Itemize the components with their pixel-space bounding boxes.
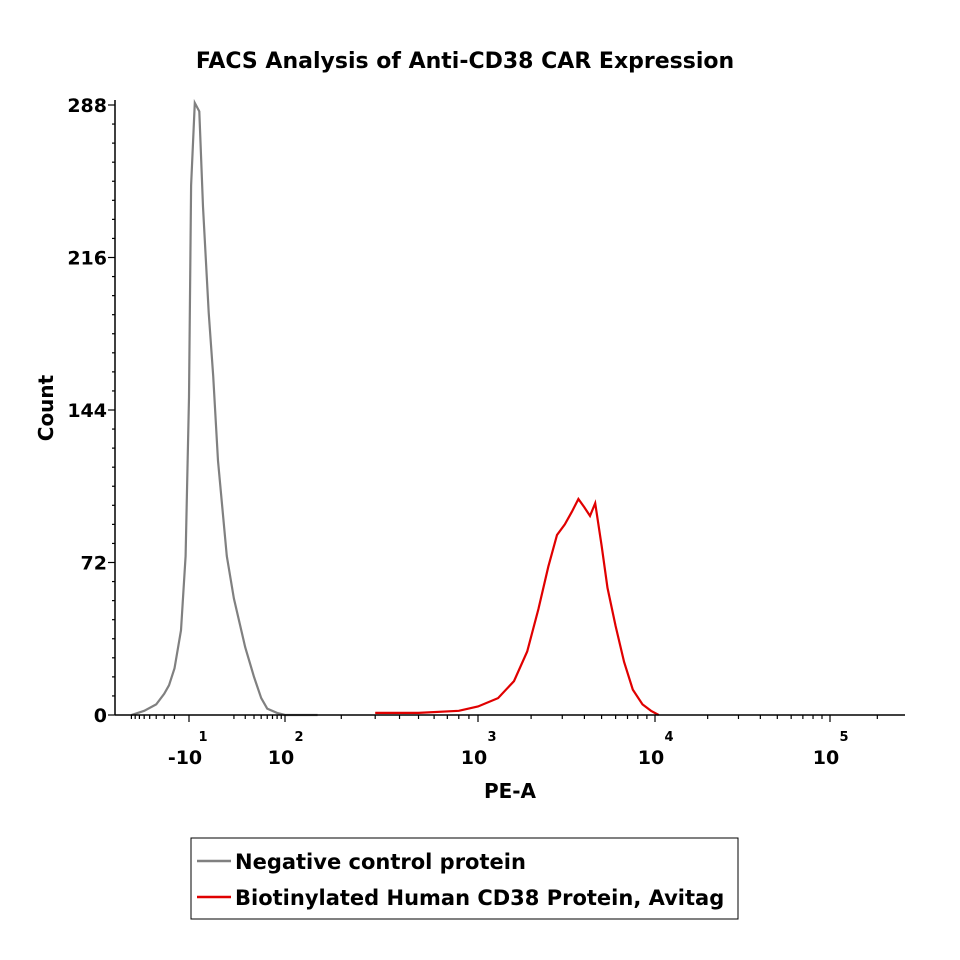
x-tick-exponent: 3: [487, 730, 496, 745]
y-tick-label: 72: [81, 553, 107, 575]
series-negative-control-line: [131, 98, 318, 717]
x-tick-label: 10: [813, 747, 839, 769]
x-tick-label: 10: [638, 747, 664, 769]
y-tick-label: 216: [67, 248, 107, 270]
series-biotinylated-cd38-line: [375, 496, 660, 716]
legend: Negative control protein Biotinylated Hu…: [190, 837, 739, 920]
y-axis-ticks: 0 72 144 216 288: [67, 95, 115, 727]
x-tick-exponent: 4: [664, 730, 673, 745]
legend-label-biotinylated-cd38: Biotinylated Human CD38 Protein, Avitag: [235, 886, 724, 910]
legend-label-negative-control: Negative control protein: [235, 850, 526, 874]
y-axis-label: Count: [34, 374, 58, 441]
x-tick-label: 10: [268, 747, 294, 769]
y-tick-label: 144: [67, 400, 107, 422]
x-tick-exponent: 1: [198, 730, 207, 745]
chart-title: FACS Analysis of Anti-CD38 CAR Expressio…: [196, 49, 734, 74]
plot-area: [131, 98, 660, 717]
legend-box: [190, 837, 739, 920]
y-tick-label: 0: [94, 705, 107, 727]
x-tick-exponent: 5: [839, 730, 848, 745]
y-tick-label: 288: [67, 95, 107, 117]
x-axis-label: PE-A: [484, 779, 537, 803]
x-tick-exponent: 2: [294, 730, 303, 745]
x-tick-label: 10: [461, 747, 487, 769]
x-tick-label: -10: [168, 747, 202, 769]
